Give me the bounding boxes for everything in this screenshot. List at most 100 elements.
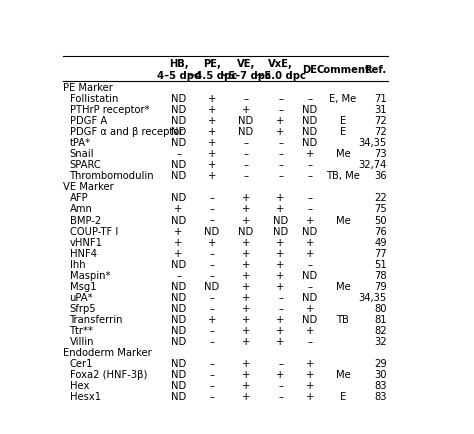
Text: –: – [278,303,283,313]
Text: PE Marker: PE Marker [63,83,113,92]
Text: +: + [276,281,285,291]
Text: +: + [208,127,216,137]
Text: –: – [278,381,283,391]
Text: ND: ND [302,127,318,137]
Text: E: E [340,391,346,401]
Text: AFP: AFP [70,193,88,203]
Text: Ref.: Ref. [364,65,386,75]
Text: ND: ND [302,226,318,236]
Text: +: + [276,237,285,247]
Text: –: – [278,358,283,368]
Text: –: – [308,259,312,269]
Text: –: – [209,381,214,391]
Text: 81: 81 [374,314,387,324]
Text: +: + [306,326,314,335]
Text: uPA*: uPA* [70,292,93,302]
Text: +: + [241,281,250,291]
Text: ND: ND [171,303,186,313]
Text: ND: ND [171,391,186,401]
Text: Foxa2 (HNF-3β): Foxa2 (HNF-3β) [70,369,147,379]
Text: ND: ND [204,226,219,236]
Text: VE,
~5–7 dpc: VE, ~5–7 dpc [220,59,271,81]
Text: +: + [241,336,250,346]
Text: ND: ND [302,314,318,324]
Text: –: – [209,292,214,302]
Text: +: + [208,314,216,324]
Text: Maspin*: Maspin* [70,270,110,280]
Text: –: – [176,149,181,159]
Text: ND: ND [302,270,318,280]
Text: Amn: Amn [70,204,92,214]
Text: –: – [209,270,214,280]
Text: +: + [276,336,285,346]
Text: ND: ND [171,193,186,203]
Text: TB, Me: TB, Me [326,171,360,181]
Text: –: – [209,369,214,379]
Text: –: – [243,160,248,170]
Text: ND: ND [273,226,288,236]
Text: E: E [340,127,346,137]
Text: 78: 78 [374,270,387,280]
Text: 80: 80 [374,303,387,313]
Text: +: + [241,215,250,225]
Text: +: + [241,270,250,280]
Text: –: – [209,259,214,269]
Text: +: + [241,314,250,324]
Text: +: + [241,105,250,115]
Text: ND: ND [171,314,186,324]
Text: –: – [308,193,312,203]
Text: –: – [278,391,283,401]
Text: 82: 82 [374,326,387,335]
Text: Ttr**: Ttr** [70,326,93,335]
Text: +: + [241,193,250,203]
Text: +: + [241,381,250,391]
Text: ND: ND [171,358,186,368]
Text: Me: Me [336,215,350,225]
Text: –: – [209,326,214,335]
Text: +: + [174,248,183,258]
Text: ND: ND [171,171,186,181]
Text: +: + [174,237,183,247]
Text: –: – [308,281,312,291]
Text: +: + [306,237,314,247]
Text: –: – [278,171,283,181]
Text: –: – [243,171,248,181]
Text: +: + [208,138,216,148]
Text: ND: ND [273,215,288,225]
Text: +: + [306,358,314,368]
Text: ND: ND [302,292,318,302]
Text: –: – [278,160,283,170]
Text: 75: 75 [374,204,387,214]
Text: 71: 71 [374,94,387,104]
Text: –: – [209,391,214,401]
Text: Cer1: Cer1 [70,358,93,368]
Text: +: + [208,237,216,247]
Text: +: + [306,303,314,313]
Text: PDGF α and β receptor: PDGF α and β receptor [70,127,183,137]
Text: –: – [278,292,283,302]
Text: +: + [208,94,216,104]
Text: +: + [276,326,285,335]
Text: –: – [243,149,248,159]
Text: TB: TB [337,314,349,324]
Text: 34,35: 34,35 [359,138,387,148]
Text: –: – [209,303,214,313]
Text: 49: 49 [374,237,387,247]
Text: ND: ND [171,94,186,104]
Text: 29: 29 [374,358,387,368]
Text: ND: ND [171,127,186,137]
Text: –: – [278,138,283,148]
Text: PTHrP receptor*: PTHrP receptor* [70,105,149,115]
Text: +: + [241,259,250,269]
Text: 83: 83 [374,381,387,391]
Text: +: + [241,248,250,258]
Text: –: – [209,204,214,214]
Text: 76: 76 [374,226,387,236]
Text: +: + [208,160,216,170]
Text: –: – [308,336,312,346]
Text: –: – [243,94,248,104]
Text: –: – [308,160,312,170]
Text: 77: 77 [374,248,387,258]
Text: ND: ND [238,127,253,137]
Text: +: + [276,248,285,258]
